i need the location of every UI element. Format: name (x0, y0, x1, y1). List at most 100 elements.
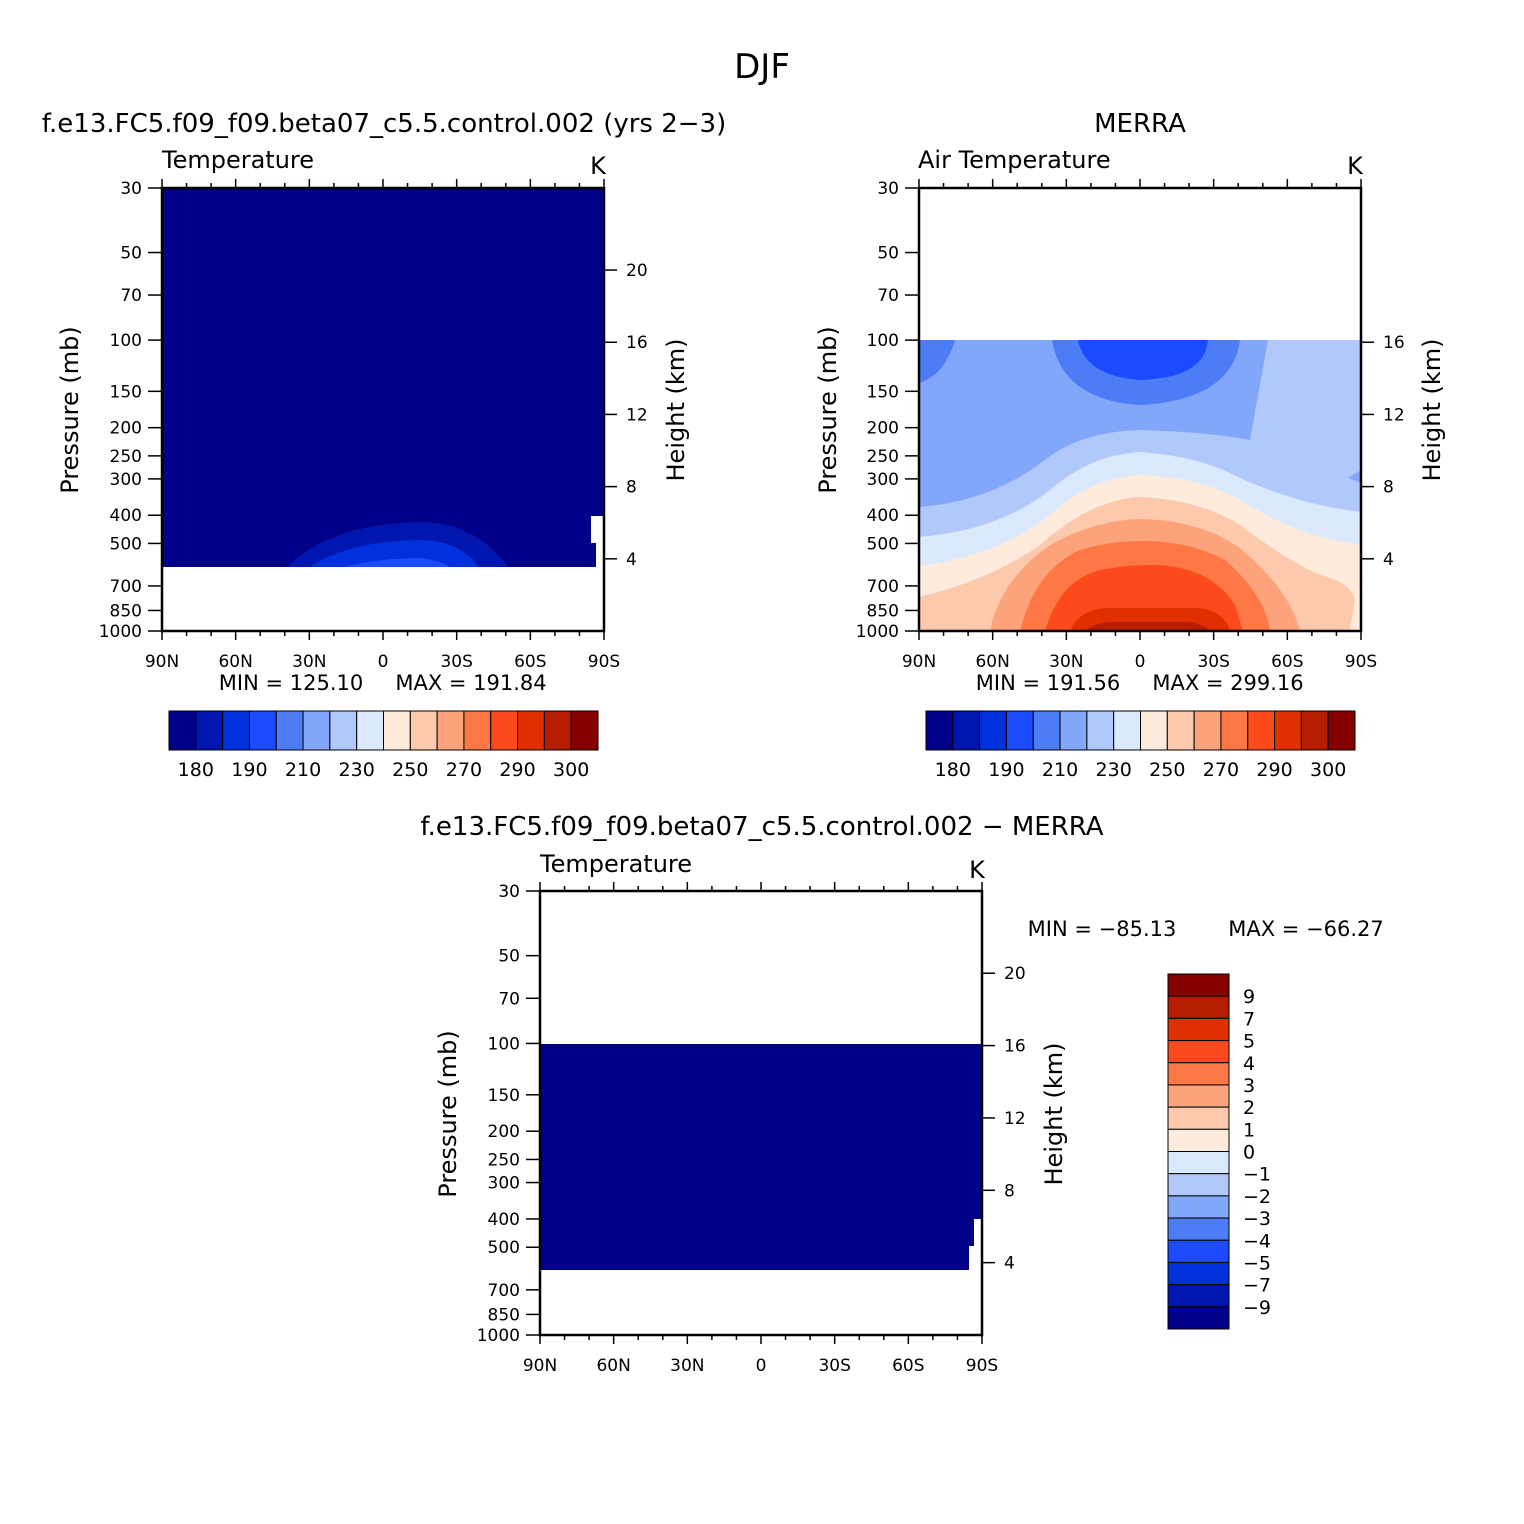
y-tick-label: 50 (877, 244, 899, 264)
x-tick-label: 60S (892, 1356, 924, 1376)
colorbar-label: 4 (1243, 1053, 1255, 1075)
y-tick-label: 250 (867, 447, 899, 467)
colorbar-box (1300, 710, 1329, 751)
y-tick-label: 150 (867, 382, 899, 402)
contour-fill (344, 558, 450, 567)
contour-fills (162, 188, 604, 567)
y-tick-label-right: 4 (626, 550, 637, 570)
y-axis-label: Pressure (mb) (434, 1030, 462, 1197)
colorbar-label: 0 (1243, 1142, 1255, 1164)
y-axis-label-right: Height (km) (1040, 1043, 1068, 1186)
colorbar-label: 5 (1243, 1031, 1255, 1053)
colorbar-box (1167, 1017, 1230, 1042)
y-tick-label: 300 (488, 1174, 520, 1194)
y-tick-label: 200 (110, 419, 142, 439)
y-tick-label: 700 (488, 1281, 520, 1301)
panel-title: f.e13.FC5.f09_f09.beta07_c5.5.control.00… (42, 109, 726, 139)
colorbar-box (1167, 973, 1230, 997)
y-tick-label: 300 (867, 470, 899, 490)
missing-data (974, 1219, 982, 1246)
panel-model: f.e13.FC5.f09_f09.beta07_c5.5.control.00… (42, 109, 726, 781)
colorbar-label: 3 (1243, 1075, 1255, 1097)
y-tick-label: 100 (867, 331, 899, 351)
y-tick-label: 700 (110, 577, 142, 597)
colorbar-label: 190 (231, 759, 267, 781)
units-label: K (969, 856, 986, 884)
colorbar-box (1167, 1306, 1230, 1330)
missing-data (969, 1246, 982, 1270)
y-axis-label: Pressure (mb) (814, 326, 842, 493)
colorbar-box (1193, 710, 1222, 751)
contour-fill (162, 188, 604, 567)
colorbar-box (1167, 1062, 1230, 1086)
colorbar-box (1327, 710, 1356, 751)
y-tick-label: 400 (867, 506, 899, 526)
plot-axes: 90N 60N 30N 0 30S 60S 90S 30 50 70 100 150 200 250 300… (477, 882, 1026, 1376)
y-tick-label: 400 (110, 506, 142, 526)
colorbar-box (1220, 710, 1249, 751)
colorbar-box (979, 710, 1007, 751)
y-tick-label: 50 (120, 244, 142, 264)
x-tick-label: 90N (145, 652, 179, 672)
x-tick-label: 30N (292, 652, 326, 672)
max-label: MAX = 299.16 (1152, 671, 1303, 695)
y-tick-label: 150 (110, 382, 142, 402)
colorbar: 180 190 210 230 250 270 290 300 (925, 710, 1356, 781)
y-tick-label: 70 (498, 989, 520, 1009)
x-tick-label: 90S (966, 1356, 998, 1376)
variable-label: Temperature (539, 850, 692, 878)
plot-axes: 90N 60N 30N 0 30S 60S 90S 30 50 70 100 150 200 250 300… (856, 179, 1405, 672)
colorbar-label: −3 (1243, 1208, 1271, 1230)
colorbar-box (1086, 710, 1115, 751)
y-axis-label-right: Height (km) (1418, 339, 1446, 482)
y-tick-label-right: 20 (1004, 964, 1026, 984)
y-tick-label: 500 (867, 534, 899, 554)
colorbar-box (543, 710, 572, 751)
colorbar-box (356, 710, 384, 751)
y-tick-label-right: 4 (1383, 550, 1394, 570)
y-tick-label: 30 (877, 179, 899, 199)
contour-fills (919, 340, 1361, 631)
colorbar-label: 250 (392, 759, 428, 781)
colorbar-label: 180 (935, 759, 971, 781)
y-tick-label: 50 (498, 947, 520, 967)
y-tick-label: 700 (867, 577, 899, 597)
x-tick-label: 30N (1049, 652, 1083, 672)
colorbar-box (1059, 710, 1088, 751)
panel-obs: MERRA Air Temperature K 90N 60N 30N 0 30S 60S… (814, 109, 1446, 781)
contour-fill (1085, 622, 1210, 631)
y-tick-label: 500 (110, 534, 142, 554)
panel-title: f.e13.FC5.f09_f09.beta07_c5.5.control.00… (420, 812, 1103, 842)
contour-fill (310, 540, 478, 567)
x-tick-label: 90S (588, 652, 620, 672)
colorbar-label: 230 (1096, 759, 1132, 781)
x-tick-label: 60N (975, 652, 1009, 672)
contour-fills (540, 1044, 982, 1270)
x-tick-label: 90S (1345, 652, 1377, 672)
x-tick-label: 60S (1271, 652, 1303, 672)
x-tick-label: 0 (1135, 652, 1146, 672)
colorbar-box (1167, 1284, 1230, 1308)
y-tick-label: 150 (488, 1086, 520, 1106)
colorbar-box (1274, 710, 1302, 751)
max-label: MAX = −66.27 (1228, 917, 1384, 941)
contour-fill (540, 1044, 982, 1270)
contour-fill (1078, 340, 1208, 380)
y-tick-label-right: 12 (1383, 405, 1405, 425)
colorbar-box (1167, 1128, 1230, 1152)
y-tick-label: 70 (877, 286, 899, 306)
colorbar-box (1167, 1173, 1230, 1197)
colorbar-box (1113, 710, 1141, 751)
variable-label: Temperature (161, 146, 314, 174)
y-tick-label-right: 16 (1383, 333, 1405, 353)
colorbar-box (329, 710, 358, 751)
colorbar-label: 190 (988, 759, 1024, 781)
contour-fill (1250, 340, 1361, 500)
y-tick-label: 30 (498, 882, 520, 902)
colorbar-box (302, 710, 331, 751)
colorbar-box (925, 710, 954, 751)
y-tick-label: 250 (110, 447, 142, 467)
units-label: K (590, 152, 607, 180)
colorbar-label: 290 (499, 759, 535, 781)
